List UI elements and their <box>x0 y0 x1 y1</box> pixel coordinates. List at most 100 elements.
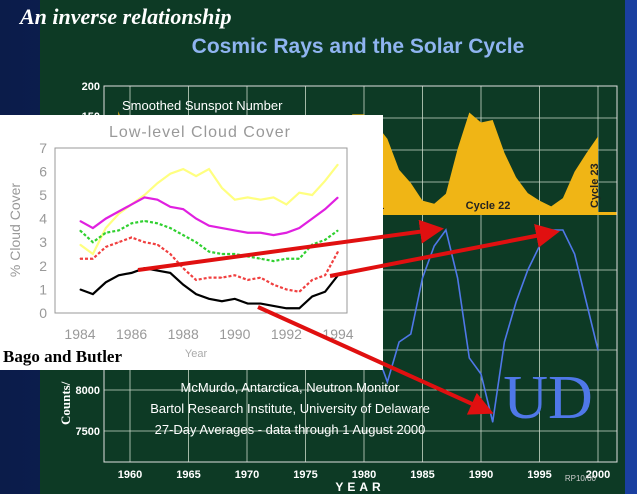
cloud-point <box>298 258 300 260</box>
cloud-point <box>285 288 287 290</box>
cloud-point <box>79 288 81 290</box>
cloud-point <box>156 182 158 184</box>
cloud-point <box>79 244 81 246</box>
cloud-point <box>311 295 313 297</box>
cloud-point <box>118 241 120 243</box>
cloud-point <box>298 227 300 229</box>
cloud-point <box>118 229 120 231</box>
slide-title: An inverse relationship <box>18 4 231 29</box>
cloud-point <box>260 303 262 305</box>
cloud-point <box>285 307 287 309</box>
cloud-point <box>79 229 81 231</box>
cloud-point <box>169 206 171 208</box>
cloud-point <box>260 277 262 279</box>
cloud-plot-frame <box>54 147 348 314</box>
cloud-y-tick: 2 <box>39 258 47 274</box>
neutron-point <box>457 277 459 279</box>
monitor-note: Bartol Research Institute, University of… <box>150 401 430 416</box>
cloud-x-tick: 1986 <box>116 326 147 342</box>
neutron-point <box>574 253 576 255</box>
cloud-point <box>208 225 210 227</box>
y-tick-label: 200 <box>82 81 100 93</box>
cloud-point <box>285 203 287 205</box>
cloud-point <box>156 270 158 272</box>
cloud-point <box>195 218 197 220</box>
neutron-point <box>480 373 482 375</box>
monitor-note: McMurdo, Antarctica, Neutron Monitor <box>181 380 401 395</box>
red-arrow <box>329 224 560 278</box>
cloud-point <box>273 196 274 198</box>
cloud-point <box>105 281 107 283</box>
x-tick-label: 1965 <box>176 469 200 481</box>
cloud-point <box>195 279 197 281</box>
cloud-point <box>260 199 262 201</box>
cloud-point <box>169 227 171 229</box>
x-tick-label: 1960 <box>118 469 142 481</box>
cloud-y-tick: 1 <box>39 281 47 297</box>
neutron-point <box>515 301 517 303</box>
sunspot-title: Smoothed Sunspot Number <box>122 98 283 113</box>
cloud-point <box>208 277 210 279</box>
ud-logo: UD <box>503 364 593 432</box>
cloud-point <box>247 303 249 305</box>
cloud-point <box>273 260 274 262</box>
cloud-point <box>285 232 287 234</box>
cloud-point <box>144 241 145 243</box>
cloud-y-tick: 3 <box>39 234 47 250</box>
cloud-point <box>311 194 313 196</box>
neutron-point <box>398 341 400 343</box>
x-tick-label: 1995 <box>527 469 551 481</box>
cloud-point <box>182 267 184 269</box>
cloud-point <box>273 305 274 307</box>
cloud-point <box>105 246 107 248</box>
cycle-22-label: Cycle 22 <box>466 200 511 212</box>
cloud-point <box>144 220 145 222</box>
neutron-point <box>386 381 388 383</box>
red-arrow <box>257 305 494 415</box>
footer-code: RP10/00 <box>565 474 597 483</box>
cloud-point <box>131 272 133 274</box>
y-axis-label: Counts/ <box>58 381 73 425</box>
cloud-point <box>195 293 197 295</box>
cloud-point <box>131 222 133 224</box>
y-tick-label: 8000 <box>76 385 100 397</box>
x-tick-label: 1985 <box>410 469 434 481</box>
cloud-point <box>92 253 94 255</box>
cloud-point <box>156 222 158 224</box>
cloud-point <box>221 253 223 255</box>
cloud-y-label: % Cloud Cover <box>7 183 23 277</box>
neutron-point <box>410 333 412 335</box>
cloud-point <box>260 232 262 234</box>
cloud-point <box>118 213 120 215</box>
x-tick-label: 2000 <box>586 469 610 481</box>
neutron-point <box>503 341 505 343</box>
cloud-point <box>298 307 300 309</box>
cloud-point <box>285 258 287 260</box>
cloud-point <box>79 220 81 222</box>
cloud-point <box>92 293 94 295</box>
cloud-x-tick: 1984 <box>64 326 95 342</box>
cloud-point <box>156 199 158 201</box>
x-tick-label: 1990 <box>469 469 493 481</box>
cloud-point <box>169 253 171 255</box>
neutron-point <box>492 421 494 423</box>
cloud-point <box>234 298 236 300</box>
cloud-point <box>337 196 339 198</box>
neutron-point <box>597 349 599 351</box>
cloud-point <box>298 291 300 293</box>
neutron-point <box>527 269 529 271</box>
cloud-point <box>195 241 197 243</box>
cloud-point <box>144 196 145 198</box>
cloud-x-tick: 1988 <box>168 326 199 342</box>
cloud-point <box>195 175 197 177</box>
cloud-y-tick: 5 <box>39 187 47 203</box>
cloud-point <box>221 277 223 279</box>
cloud-x-label: Year <box>185 348 208 360</box>
cloud-point <box>311 218 313 220</box>
neutron-point <box>445 229 447 231</box>
x-tick-label: 1975 <box>293 469 317 481</box>
neutron-point <box>562 229 564 231</box>
x-tick-label: 1970 <box>235 469 259 481</box>
cloud-point <box>182 208 184 210</box>
